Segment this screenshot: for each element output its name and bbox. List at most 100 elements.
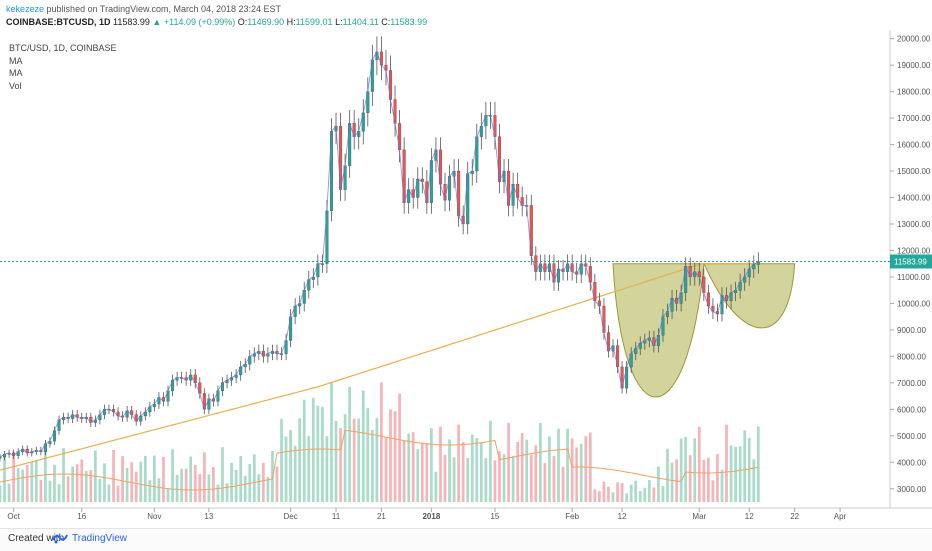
legend-vol[interactable]: Vol — [9, 80, 22, 91]
price-tick-label: 12000.00 — [897, 246, 931, 255]
price-tick-label: 4000.00 — [897, 458, 926, 467]
volume-bar — [657, 466, 660, 502]
author-link[interactable]: kekezeze — [6, 4, 45, 14]
tradingview-brand-link[interactable]: TradingView — [72, 533, 128, 544]
volume-bar — [130, 462, 134, 502]
volume-bar — [71, 466, 75, 502]
time-tick-label: 2018 — [422, 512, 440, 521]
volume-bar — [425, 442, 429, 502]
volume-bar — [711, 480, 715, 502]
price-tick-label: 18000.00 — [897, 88, 931, 97]
volume-bar — [734, 446, 737, 502]
volume-bar — [384, 437, 388, 502]
volume-bar — [21, 469, 25, 502]
volume-bar — [80, 459, 84, 502]
price-tick-label: 9000.00 — [897, 326, 926, 335]
volume-bar — [139, 461, 143, 502]
volume-bar — [493, 460, 497, 502]
volume-bar — [370, 429, 374, 502]
short-ma-line — [0, 50, 759, 458]
legend-ma-1[interactable]: MA — [9, 55, 23, 66]
volume-bar — [289, 429, 292, 502]
volume-bar — [207, 474, 211, 502]
volume-bar — [175, 474, 179, 502]
volume-bar — [348, 386, 352, 502]
volume-bar — [298, 418, 302, 502]
volume-bar — [557, 428, 560, 502]
symbol-label: COINBASE:BTCUSD, 1D — [6, 17, 111, 27]
time-tick-label: 21 — [377, 512, 386, 521]
volume-bar — [498, 451, 501, 502]
volume-bar — [525, 439, 529, 502]
volume-bar — [416, 449, 420, 502]
volume-bar — [148, 480, 152, 502]
volume-bar — [184, 468, 188, 502]
volume-bar — [171, 449, 174, 502]
volume-bar — [157, 478, 161, 502]
volume-bar — [756, 426, 760, 502]
volume-bar — [716, 454, 719, 502]
price-chart[interactable]: 20000.00 19000.00 18000.00 17000.00 16000.00… — [0, 30, 932, 528]
volume-bar — [202, 452, 206, 502]
time-tick-label: 11 — [332, 512, 341, 521]
volume-bar — [643, 487, 647, 502]
volume-bar — [48, 480, 52, 502]
volume-bar — [293, 445, 297, 502]
up-arrow-icon: ▲ — [152, 17, 162, 27]
volume-bar — [357, 418, 361, 502]
ohlc-line: COINBASE:BTCUSD, 1D 11583.99 ▲ +114.09 (… — [6, 17, 427, 27]
volume-bar — [448, 439, 451, 502]
volume-bar — [325, 436, 329, 502]
volume-bar — [402, 440, 406, 502]
volume-bar — [25, 464, 29, 502]
volume-bar — [411, 432, 415, 502]
volume-bar — [103, 463, 106, 502]
volume-bar — [275, 466, 279, 502]
volume-bar — [693, 438, 697, 502]
volume-bar — [475, 438, 479, 502]
volume-bar — [398, 393, 401, 502]
tradingview-logo-icon[interactable] — [52, 531, 68, 550]
volume-bar — [343, 414, 347, 502]
volume-bar — [134, 471, 138, 502]
price-tick-label: 13000.00 — [897, 220, 931, 229]
volume-bar — [193, 465, 197, 502]
volume-bar — [534, 445, 538, 502]
volume-bar — [511, 455, 515, 502]
volume-bar — [702, 459, 706, 502]
volume-bar — [543, 463, 547, 502]
volume-bar — [330, 382, 333, 502]
volume-bar — [647, 480, 651, 502]
volume-bar — [334, 420, 338, 502]
volume-bar — [153, 455, 156, 502]
volume-bar — [107, 484, 111, 502]
price-tick-label: 10000.00 — [897, 299, 931, 308]
volume-bar — [366, 408, 370, 502]
time-tick-label: Feb — [565, 512, 579, 521]
volume-bar — [684, 436, 688, 502]
volume-bar — [570, 438, 574, 502]
volume-bar — [598, 491, 601, 502]
volume-bar — [375, 417, 379, 502]
long-ma-line — [0, 263, 759, 471]
volume-bar — [670, 462, 674, 502]
volume-bar — [34, 460, 38, 502]
volume-bar — [439, 426, 442, 502]
volume-bar — [743, 430, 747, 502]
volume-bar — [461, 441, 465, 502]
volume-bar — [380, 382, 383, 502]
volume-bar — [516, 441, 520, 502]
legend-ma-2[interactable]: MA — [9, 68, 23, 78]
volume-bar — [484, 458, 488, 502]
volume-bar — [212, 467, 215, 502]
footer-bar: Created with TradingView — [0, 528, 932, 551]
price-tick-label: 15000.00 — [897, 167, 931, 176]
volume-bar — [457, 424, 460, 502]
volume-bar — [584, 436, 588, 502]
volume-bar — [62, 448, 65, 502]
time-tick-label: Oct — [7, 512, 20, 521]
price-tick-label: 6000.00 — [897, 405, 926, 414]
volume-bar — [666, 448, 669, 502]
volume-bar — [266, 477, 270, 502]
volume-bar — [729, 445, 733, 502]
